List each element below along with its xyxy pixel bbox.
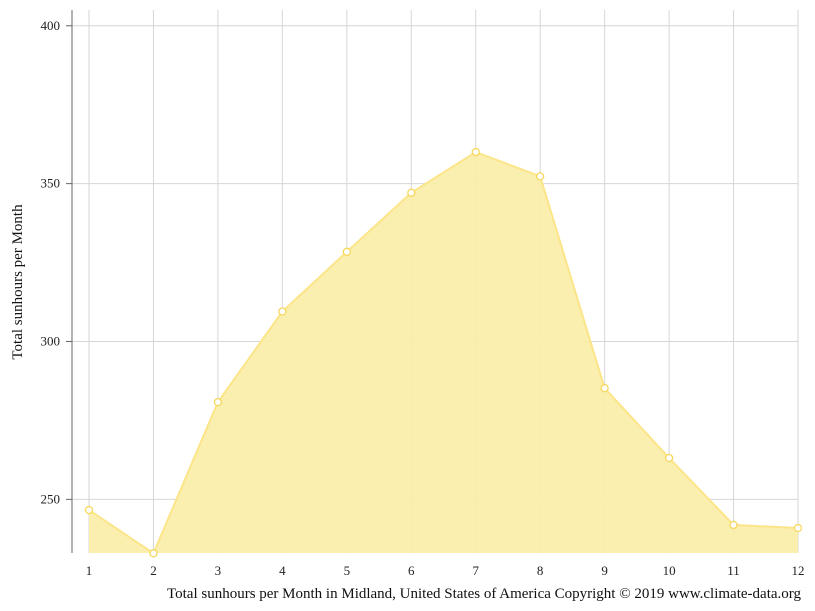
x-tick-label: 1	[86, 563, 93, 578]
data-point	[342, 247, 351, 256]
data-point	[600, 384, 609, 393]
data-point	[84, 505, 94, 515]
data-point	[664, 453, 674, 463]
data-point	[471, 147, 480, 157]
x-tick-label: 8	[537, 563, 544, 578]
x-tick-label: 11	[727, 563, 740, 578]
chart-caption: Total sunhours per Month in Midland, Uni…	[167, 586, 801, 602]
x-tick-label: 3	[215, 563, 222, 578]
data-point	[149, 549, 158, 558]
sunhours-area	[89, 152, 798, 554]
x-tick-label: 7	[472, 563, 479, 578]
x-tick-label: 10	[663, 563, 676, 578]
y-tick-label: 350	[41, 176, 61, 191]
x-axis-ticks: 1 2 3 4 5 6 7 8 9 10 11 12	[86, 563, 805, 578]
x-tick-label: 12	[792, 563, 805, 578]
sunhours-line	[88, 150, 799, 555]
y-tick-label: 250	[41, 491, 61, 506]
data-point	[729, 520, 738, 530]
y-axis-ticks: 250 300 350 400	[41, 18, 72, 506]
data-point	[278, 307, 287, 316]
y-axis-title: Total sunhours per Month	[10, 204, 26, 360]
y-tick-label: 300	[41, 333, 61, 348]
x-tick-label: 9	[601, 563, 608, 578]
data-point	[793, 523, 803, 533]
data-point	[536, 172, 545, 181]
x-tick-label: 4	[279, 563, 286, 578]
x-tick-label: 6	[408, 563, 415, 578]
x-tick-label: 5	[344, 563, 351, 578]
x-tick-label: 2	[150, 563, 157, 578]
data-point	[407, 188, 416, 197]
data-points	[84, 147, 803, 558]
data-point	[213, 397, 223, 407]
y-tick-label: 400	[41, 18, 61, 33]
